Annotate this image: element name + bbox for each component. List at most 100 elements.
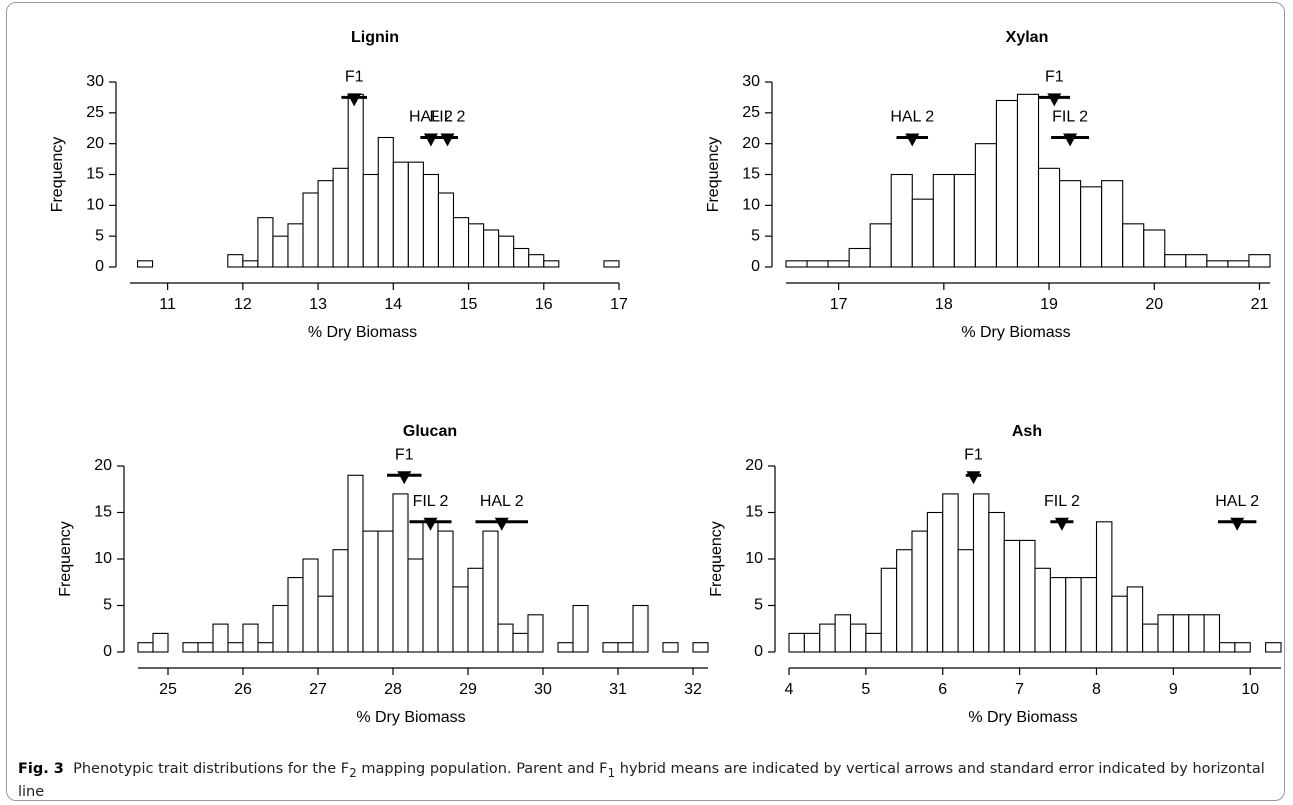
bar <box>136 260 154 268</box>
bar <box>212 623 229 653</box>
marker-label: HAL 2 <box>1215 493 1259 510</box>
bar <box>362 530 379 653</box>
bar <box>1016 93 1040 268</box>
x-tick-label: 32 <box>684 681 702 698</box>
bar <box>528 254 545 268</box>
bar <box>1019 539 1036 653</box>
bar <box>362 173 379 268</box>
bar <box>182 642 199 653</box>
bar <box>806 260 829 268</box>
x-tick-label: 29 <box>459 681 477 698</box>
bar <box>257 217 274 268</box>
x-tick-label: 20 <box>1145 296 1163 313</box>
bar <box>911 530 928 653</box>
bar <box>603 260 620 268</box>
bar <box>152 632 169 653</box>
bar <box>953 173 976 268</box>
panel: Lignin 0 5 10 15 20 25 30 11 12 13 14 15 16 17 % Dry Bi… <box>49 29 628 341</box>
bar <box>848 247 871 268</box>
bar <box>865 632 882 653</box>
panel-title: Xylan <box>1006 29 1049 46</box>
y-tick-label: 10 <box>86 197 104 214</box>
bar <box>242 260 259 268</box>
y-axis-label: Frequency <box>49 137 66 213</box>
bar <box>483 229 500 268</box>
bar <box>257 642 274 653</box>
bar <box>785 260 808 268</box>
bar <box>1111 595 1128 653</box>
y-tick-label: 5 <box>103 597 112 614</box>
bar <box>988 511 1005 653</box>
bar <box>1037 167 1061 268</box>
bar <box>347 474 364 653</box>
marker-label: FIL 2 <box>1052 109 1088 126</box>
bar <box>827 260 850 268</box>
bar <box>467 223 485 268</box>
bar <box>452 586 469 653</box>
bar <box>896 549 913 653</box>
y-tick-label: 0 <box>95 258 104 275</box>
bar <box>287 577 304 653</box>
y-tick-label: 20 <box>94 457 112 474</box>
y-tick-label: 0 <box>103 643 112 660</box>
bar <box>392 493 409 653</box>
bar <box>1065 577 1082 653</box>
marker-label: HAL 2 <box>409 109 453 126</box>
bar <box>512 632 529 653</box>
x-tick-label: 26 <box>234 681 252 698</box>
mean-arrow <box>1047 93 1062 107</box>
bar <box>197 642 214 653</box>
bar <box>692 642 709 653</box>
bar <box>467 567 484 653</box>
bar <box>377 530 394 653</box>
caption: Fig. 3 Phenotypic trait distributions fo… <box>18 760 1268 802</box>
bar <box>974 143 997 268</box>
x-tick-label: 14 <box>384 296 402 313</box>
bar <box>632 604 649 653</box>
caption-text: mapping population. Parent and F <box>356 761 608 777</box>
bar <box>227 642 244 653</box>
bar <box>995 99 1019 268</box>
panel: Glucan 0 5 10 15 20 25 26 27 28 29 30 31 32 % Dry Biom… <box>57 423 709 726</box>
figure-frame <box>6 2 1285 801</box>
x-tick-label: 17 <box>610 296 628 313</box>
x-tick-label: 27 <box>309 681 327 698</box>
bar <box>543 260 560 268</box>
bar <box>662 642 679 653</box>
bar <box>1126 586 1144 653</box>
panel-title: Ash <box>1012 423 1042 440</box>
bar <box>1157 614 1174 653</box>
x-tick-label: 15 <box>460 296 478 313</box>
caption-text: Phenotypic trait distributions for the F <box>73 761 350 777</box>
panel-title: Glucan <box>403 423 457 440</box>
bar <box>242 623 259 653</box>
bar <box>1248 254 1271 268</box>
bar <box>957 549 975 653</box>
bar <box>932 173 955 268</box>
panel: Ash 0 5 10 15 20 4 5 6 7 8 9 10 % Dry Biomass Frequenc… <box>708 423 1282 726</box>
bar <box>317 595 334 653</box>
bar <box>302 558 319 653</box>
bar <box>1143 229 1166 268</box>
y-tick-label: 0 <box>754 643 763 660</box>
x-tick-label: 31 <box>609 681 627 698</box>
bar <box>272 235 289 268</box>
bar <box>880 567 898 653</box>
bar <box>527 614 544 653</box>
y-axis-label: Frequency <box>57 521 74 597</box>
mean-arrow <box>397 471 412 485</box>
bar <box>1185 254 1208 268</box>
marker-label: F1 <box>964 447 983 464</box>
x-tick-label: 12 <box>234 296 252 313</box>
x-tick-label: 13 <box>309 296 327 313</box>
caption-text: hybrid means are indicated by vertical a… <box>18 761 1265 800</box>
bar <box>1218 642 1236 653</box>
bar <box>332 549 349 653</box>
y-tick-label: 30 <box>742 73 760 90</box>
bar <box>422 521 439 653</box>
bar <box>972 493 990 653</box>
caption-label: Fig. 3 <box>18 761 64 777</box>
x-tick-label: 16 <box>535 296 553 313</box>
mean-arrow <box>905 133 920 147</box>
mean-arrow <box>1054 517 1069 531</box>
